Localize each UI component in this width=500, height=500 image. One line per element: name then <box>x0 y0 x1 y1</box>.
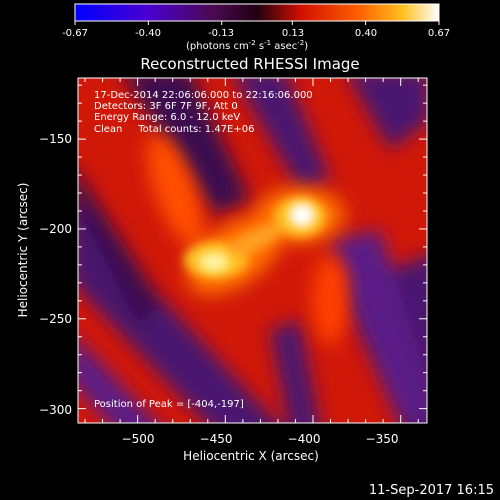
axis-ticks <box>78 78 427 423</box>
x-tick-label: −450 <box>200 432 233 446</box>
y-axis-label: Heliocentric Y (arcsec) <box>16 183 30 318</box>
plot-frame <box>77 77 428 424</box>
y-tick-label: −250 <box>39 312 72 326</box>
colorbar-ticks <box>74 21 440 25</box>
annotation-line: Energy Range: 6.0 - 12.0 keV <box>94 112 240 123</box>
colorbar-unit: (photons cm-2 s-1 asec-2) <box>186 39 308 52</box>
heatmap-image <box>78 78 427 423</box>
colorbar <box>74 3 440 22</box>
annotation-block: 17-Dec-2014 22:06:06.000 to 22:16:06.000… <box>94 90 313 135</box>
y-tick-label: −200 <box>39 222 72 236</box>
annotation-line: Clean Total counts: 1.47E+06 <box>94 124 254 135</box>
x-tick-labels: −500 −450 −400 −350 <box>122 432 399 446</box>
colorbar-tick-label: -0.40 <box>135 28 161 39</box>
peak-position-label: Position of Peak = [-404,-197] <box>94 399 244 410</box>
y-tick-label: −150 <box>39 132 72 146</box>
x-tick-label: −350 <box>366 432 399 446</box>
colorbar-tick-label: -0.67 <box>62 28 88 39</box>
colorbar-tick-label: 0.67 <box>428 28 450 39</box>
colorbar-tick-label: -0.13 <box>208 28 234 39</box>
annotation-line: Detectors: 3F 6F 7F 9F, Att 0 <box>94 101 238 112</box>
x-tick-label: −400 <box>288 432 321 446</box>
colorbar-tick-labels: -0.67 -0.40 -0.13 0.13 0.40 0.67 <box>62 28 450 39</box>
colorbar-tick-label: 0.13 <box>282 28 304 39</box>
x-axis-label: Heliocentric X (arcsec) <box>183 449 319 463</box>
annotation-line: 17-Dec-2014 22:06:06.000 to 22:16:06.000 <box>94 90 313 101</box>
y-tick-label: −300 <box>39 403 72 417</box>
colorbar-tick-label: 0.40 <box>355 28 377 39</box>
x-tick-label: −500 <box>122 432 155 446</box>
footer-date: 11-Sep-2017 16:15 <box>369 483 494 498</box>
y-tick-labels: −150 −200 −250 −300 <box>39 132 72 417</box>
chart-title: Reconstructed RHESSI Image <box>140 55 359 73</box>
